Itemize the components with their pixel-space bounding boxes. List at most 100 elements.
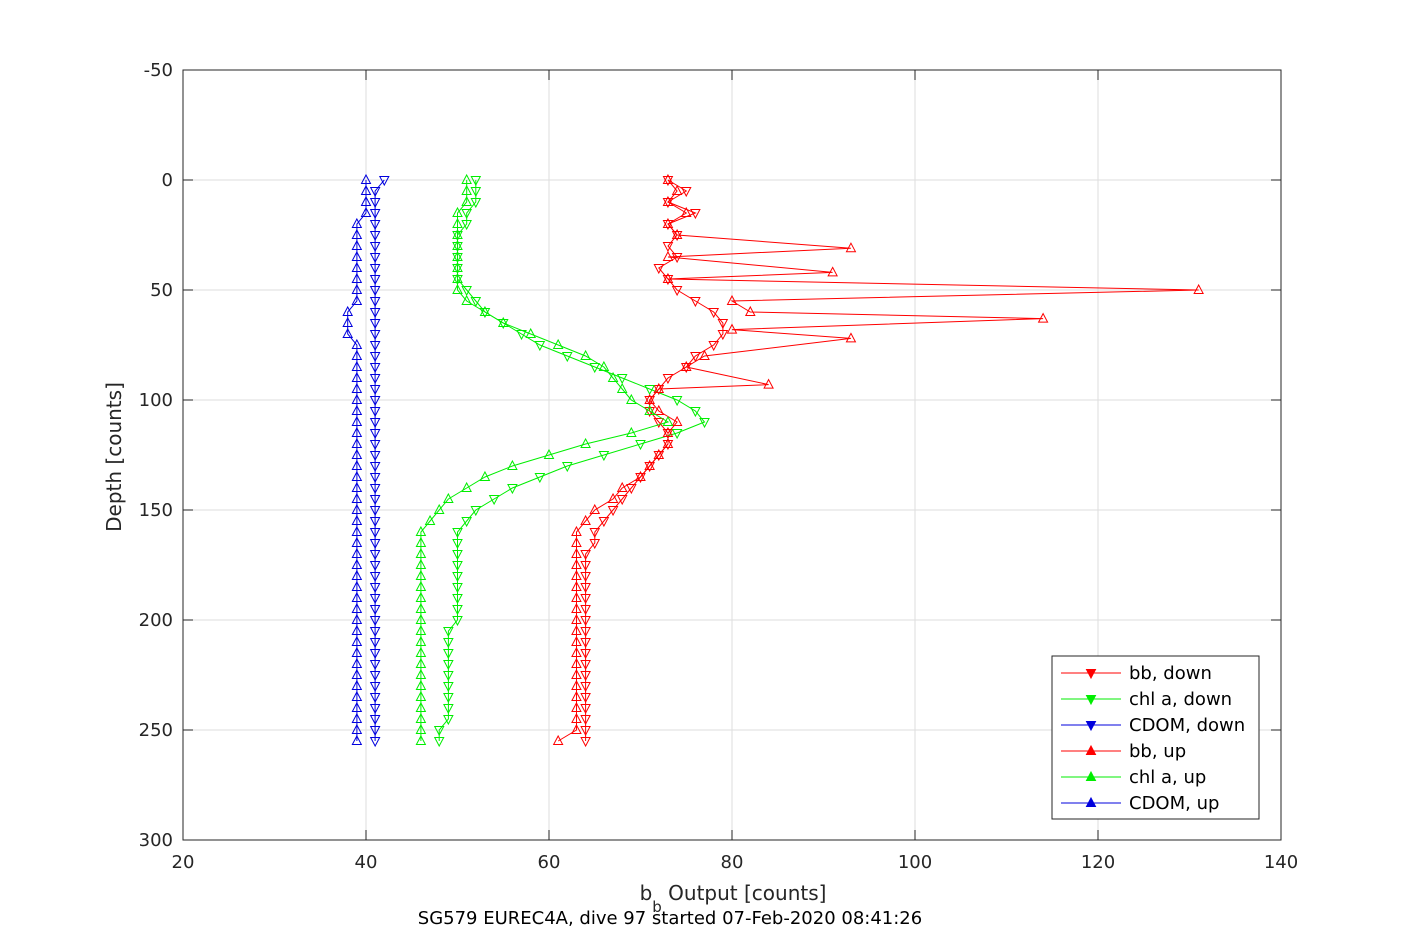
legend-item: bb, up xyxy=(1061,741,1186,762)
data-point xyxy=(369,286,381,297)
data-point xyxy=(571,624,582,635)
data-point xyxy=(644,393,655,404)
data-point xyxy=(369,440,381,451)
data-point xyxy=(369,704,381,715)
data-point xyxy=(360,206,372,217)
x-axis-label-rest: Output [counts] xyxy=(662,881,827,905)
legend-label: bb, down xyxy=(1129,663,1212,684)
data-point xyxy=(415,569,427,580)
legend-label: bb, up xyxy=(1129,741,1186,762)
data-point xyxy=(708,341,720,352)
data-point xyxy=(369,363,381,374)
data-point xyxy=(461,517,472,528)
data-point xyxy=(653,382,665,393)
data-point xyxy=(662,250,674,261)
data-point xyxy=(626,484,637,495)
data-point xyxy=(699,418,710,429)
data-point xyxy=(580,572,591,583)
legend-label: CDOM, up xyxy=(1129,793,1219,814)
data-point xyxy=(671,286,683,297)
data-point xyxy=(461,481,472,492)
data-point xyxy=(507,484,518,495)
data-point xyxy=(626,393,637,404)
data-point xyxy=(662,429,674,440)
data-point xyxy=(580,561,591,572)
y-tick-label: 100 xyxy=(139,390,173,411)
data-point xyxy=(369,528,381,539)
data-point xyxy=(452,228,463,239)
x-tick-label: 80 xyxy=(721,852,744,873)
series-4 xyxy=(415,173,674,745)
x-tick-label: 120 xyxy=(1081,852,1115,873)
data-point xyxy=(571,569,582,580)
data-point xyxy=(470,187,482,198)
data-point xyxy=(662,437,674,448)
series-2 xyxy=(369,176,390,748)
data-point xyxy=(415,734,427,745)
data-point xyxy=(351,657,363,668)
data-point xyxy=(415,525,427,536)
data-point xyxy=(452,572,463,583)
data-point xyxy=(351,558,363,569)
data-point xyxy=(351,338,363,349)
data-point xyxy=(662,374,674,385)
data-point xyxy=(443,693,454,704)
data-point xyxy=(653,385,665,396)
data-point xyxy=(580,671,591,682)
data-point xyxy=(589,503,601,514)
data-point xyxy=(461,294,472,305)
data-point xyxy=(680,360,692,371)
series-3 xyxy=(552,173,1204,745)
x-tick-label: 20 xyxy=(172,852,195,873)
data-point xyxy=(443,715,454,726)
data-point xyxy=(369,198,381,209)
data-point xyxy=(616,495,628,506)
data-point xyxy=(351,679,363,690)
data-point xyxy=(351,492,363,503)
data-point xyxy=(717,330,729,341)
data-point xyxy=(452,616,463,627)
data-point xyxy=(415,646,427,657)
data-point xyxy=(470,297,482,308)
x-axis-label: bb Output [counts] xyxy=(640,881,827,916)
data-point xyxy=(461,184,472,195)
data-point xyxy=(589,539,601,550)
data-point xyxy=(351,547,363,558)
data-point xyxy=(415,580,427,591)
legend-label: chl a, down xyxy=(1129,689,1232,710)
data-point xyxy=(415,657,427,668)
data-point xyxy=(671,231,683,242)
legend-item: chl a, down xyxy=(1061,689,1232,710)
data-point xyxy=(699,349,710,360)
data-point xyxy=(452,261,463,272)
data-point xyxy=(433,726,445,737)
data-point xyxy=(369,616,381,627)
data-point xyxy=(479,305,491,316)
data-point xyxy=(369,583,381,594)
data-point xyxy=(415,591,427,602)
data-point xyxy=(827,266,838,277)
data-point xyxy=(744,305,756,316)
data-point xyxy=(369,561,381,572)
data-point xyxy=(580,682,591,693)
data-point xyxy=(461,195,472,206)
data-point xyxy=(415,679,427,690)
data-point xyxy=(662,217,674,228)
data-point xyxy=(662,242,674,253)
data-point xyxy=(561,462,573,473)
data-point xyxy=(607,371,619,382)
data-point xyxy=(351,635,363,646)
data-point xyxy=(415,712,427,723)
data-point xyxy=(452,550,463,561)
data-point xyxy=(360,184,372,195)
data-point xyxy=(369,715,381,726)
legend-marker xyxy=(1085,770,1097,781)
data-point xyxy=(616,374,628,385)
data-point xyxy=(662,426,674,437)
data-point xyxy=(571,547,582,558)
data-point xyxy=(534,473,546,484)
data-point xyxy=(580,627,591,638)
data-point xyxy=(626,426,637,437)
legend-item: chl a, up xyxy=(1061,767,1206,788)
data-point xyxy=(580,349,591,360)
